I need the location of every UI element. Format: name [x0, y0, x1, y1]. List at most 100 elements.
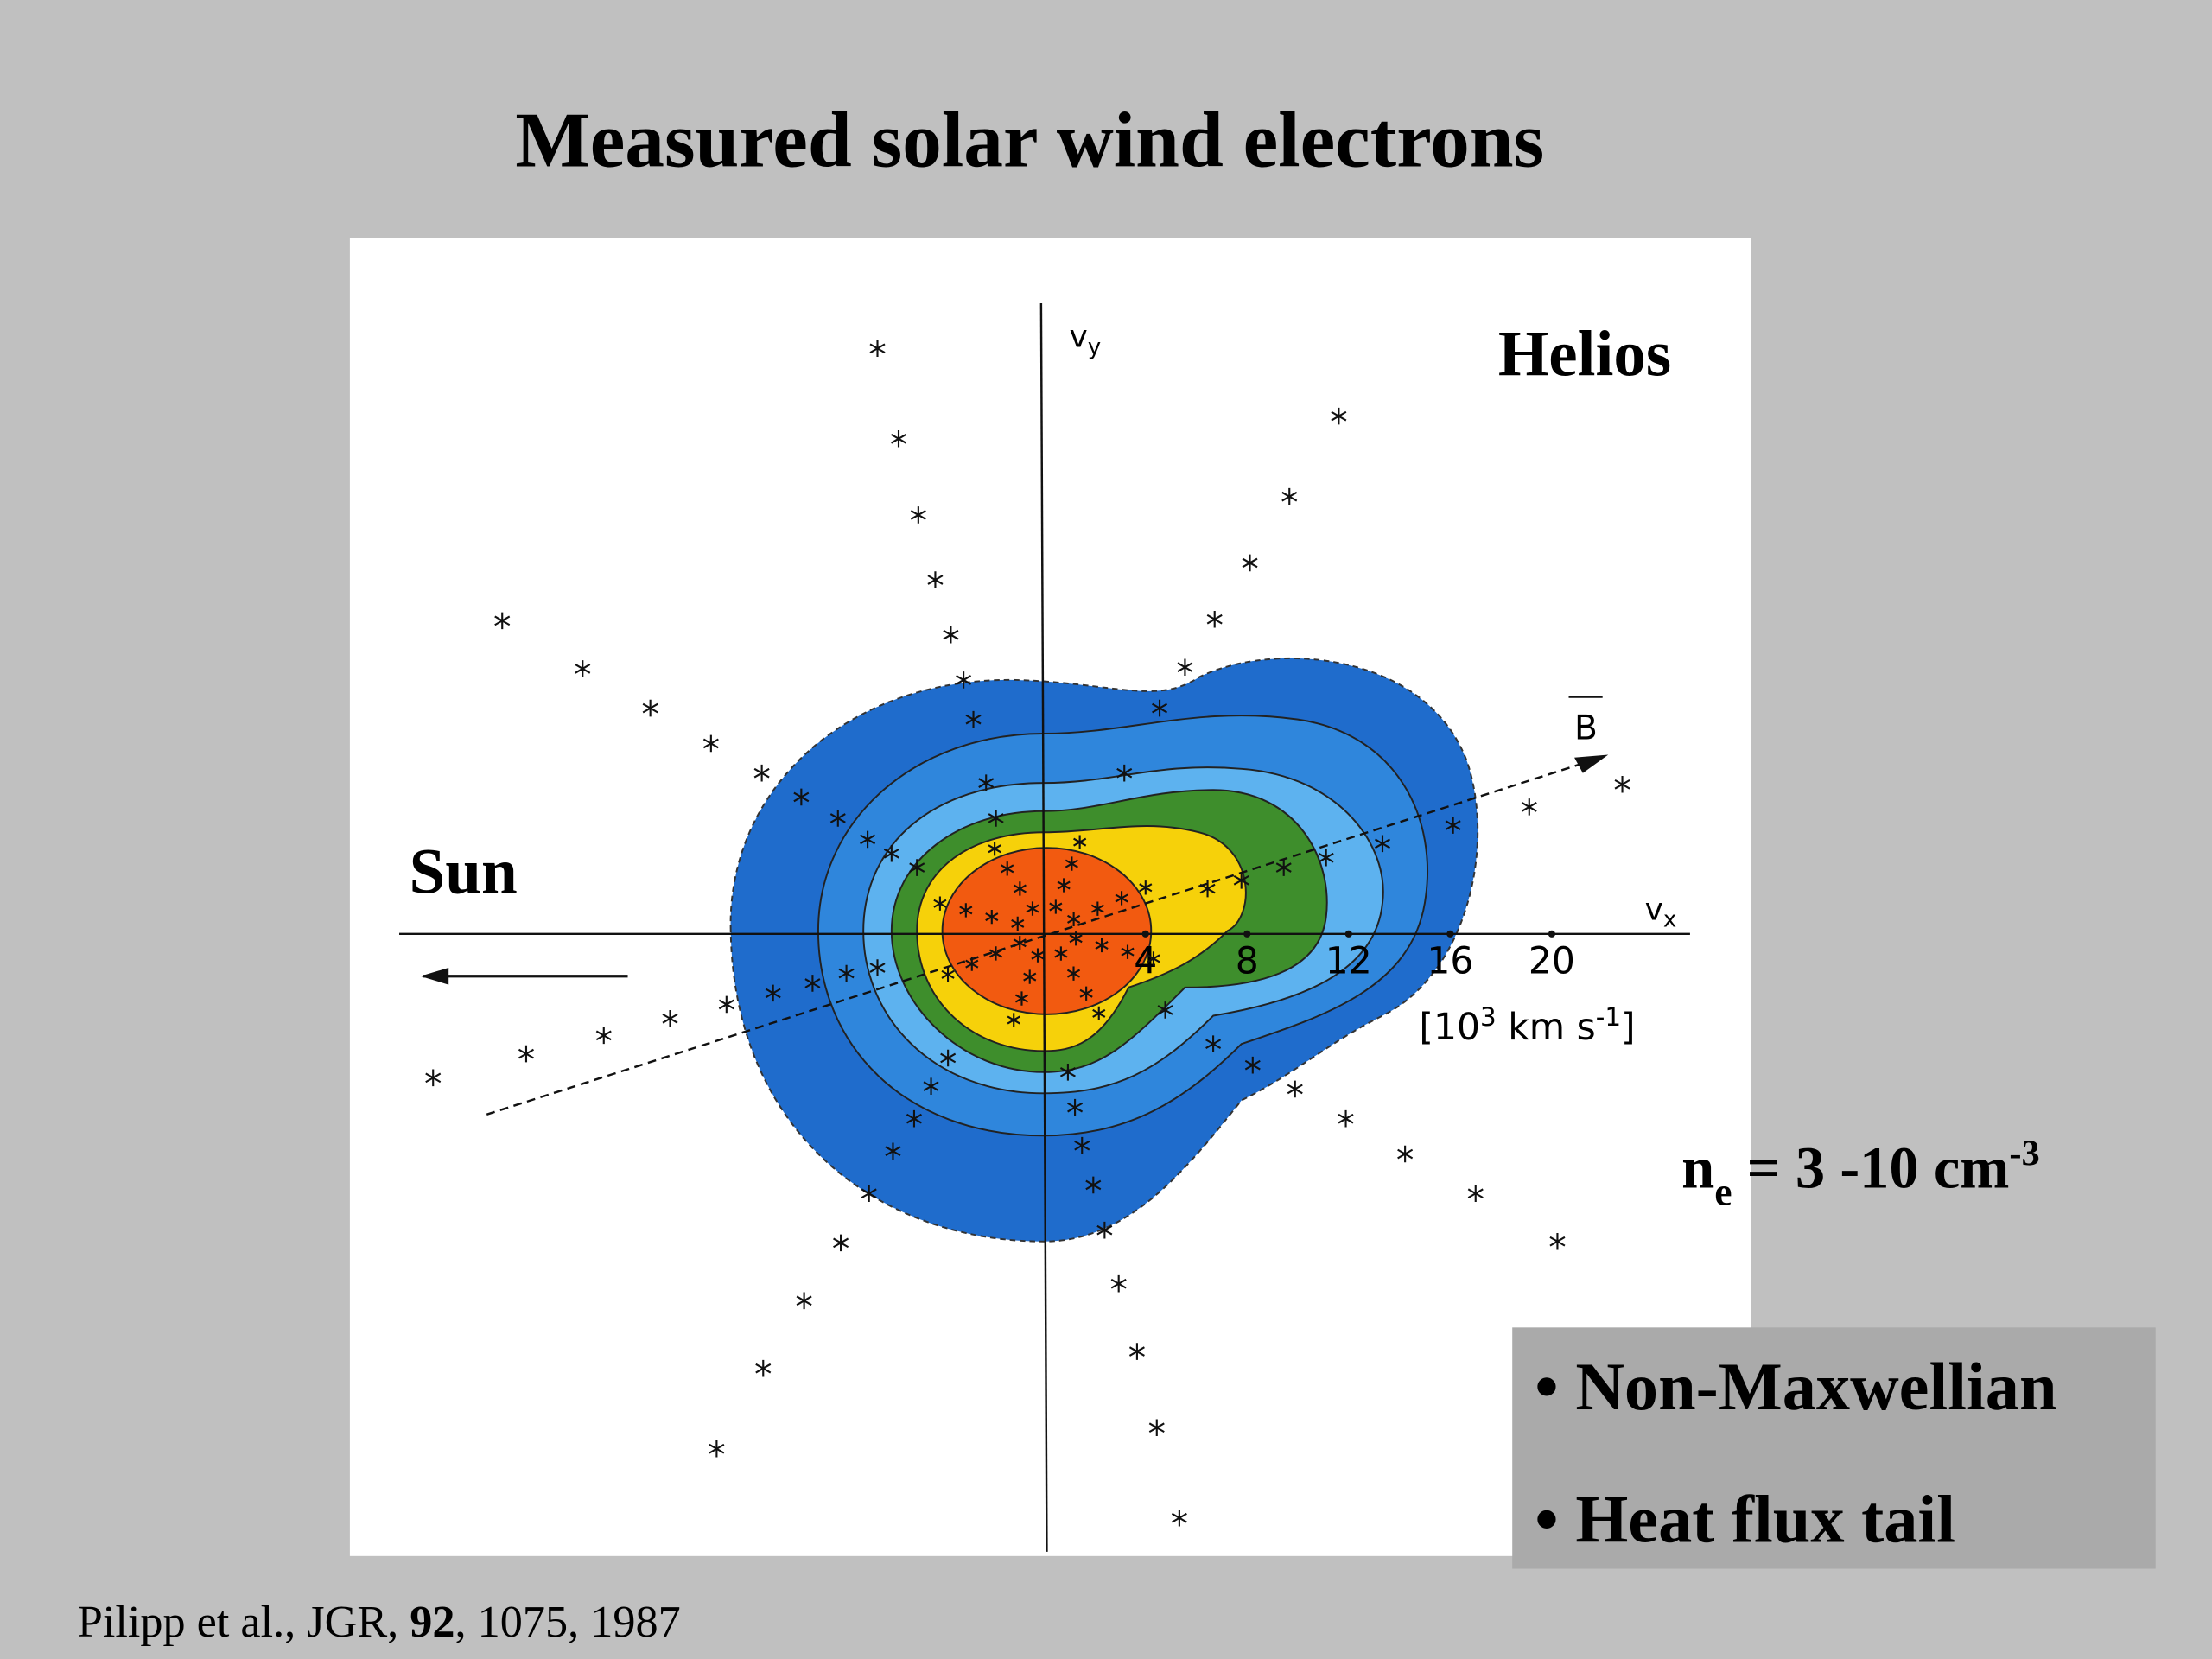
- asterisk: [1067, 912, 1081, 927]
- asterisk: [940, 1049, 957, 1067]
- asterisk: [425, 1069, 442, 1087]
- asterisk: [702, 734, 719, 753]
- asterisk: [796, 1292, 812, 1310]
- asterisk: [709, 1440, 725, 1458]
- asterisk-markers: [425, 340, 1630, 1527]
- asterisk: [838, 964, 855, 982]
- asterisk: [1177, 658, 1193, 677]
- density-sub: e: [1714, 1169, 1732, 1213]
- asterisk: [830, 810, 846, 827]
- asterisk: [1338, 1109, 1354, 1128]
- vx-base: v: [1645, 892, 1663, 927]
- asterisk: [860, 830, 876, 849]
- asterisk: [909, 859, 925, 876]
- asterisk: [1054, 946, 1068, 961]
- density-base: n: [1681, 1135, 1714, 1201]
- asterisk: [1031, 948, 1045, 963]
- asterisk: [965, 710, 982, 728]
- asterisk: [1007, 1013, 1020, 1027]
- density-label: ne = 3 -10 cm-3: [1681, 1134, 2040, 1214]
- asterisk: [1152, 699, 1168, 717]
- asterisk: [1023, 969, 1037, 984]
- asterisk: [959, 903, 973, 918]
- asterisk: [718, 995, 734, 1014]
- asterisk: [1147, 951, 1160, 966]
- asterisk: [1205, 1035, 1222, 1052]
- asterisk: [956, 671, 972, 689]
- asterisk: [1026, 901, 1039, 916]
- asterisk: [1116, 764, 1133, 782]
- vx-label: vx: [1645, 892, 1677, 932]
- units-close: ]: [1621, 1007, 1636, 1049]
- asterisk: [941, 967, 955, 982]
- asterisk: [1059, 1064, 1076, 1081]
- asterisk: [988, 842, 1001, 856]
- asterisk: [1287, 1080, 1303, 1098]
- vy-sub: y: [1088, 334, 1101, 360]
- asterisk: [1171, 1509, 1187, 1527]
- b-field-line: [486, 756, 1602, 1116]
- asterisk: [642, 699, 658, 717]
- asterisk: [765, 984, 781, 1002]
- units-open: [10: [1419, 1007, 1480, 1049]
- x-tick-label: 16: [1427, 941, 1473, 983]
- density-text: = 3 -10 cm: [1732, 1135, 2010, 1201]
- b-arrowhead: [1574, 754, 1609, 773]
- asterisk: [923, 1077, 939, 1095]
- asterisk: [804, 975, 821, 992]
- citation-authors: Pilipp et al., JGR,: [78, 1597, 410, 1647]
- asterisk: [1090, 901, 1104, 916]
- asterisk: [1157, 1001, 1173, 1019]
- asterisk: [793, 788, 810, 806]
- asterisk: [1110, 1274, 1127, 1293]
- asterisk: [1073, 835, 1087, 849]
- sun-label: Sun: [409, 836, 517, 907]
- instrument-label: Helios: [1498, 318, 1671, 390]
- asterisk: [988, 946, 1003, 961]
- asterisk: [662, 1009, 678, 1027]
- asterisk: [1281, 487, 1298, 505]
- asterisk: [861, 1185, 877, 1203]
- asterisk: [1467, 1185, 1484, 1203]
- x-tick-label: 20: [1529, 941, 1575, 983]
- asterisk: [883, 844, 899, 862]
- units-sup1: 3: [1480, 1002, 1497, 1032]
- tick-dot: [1141, 930, 1149, 938]
- asterisk: [1092, 1006, 1106, 1021]
- asterisk: [518, 1045, 534, 1063]
- asterisk: [1374, 835, 1391, 853]
- asterisk: [1397, 1145, 1414, 1163]
- asterisk: [933, 896, 947, 911]
- asterisk: [1242, 554, 1258, 572]
- asterisk: [1013, 936, 1027, 950]
- asterisk: [1095, 938, 1109, 953]
- citation-volume: 92: [410, 1597, 454, 1647]
- sun-arrowhead: [420, 968, 449, 985]
- asterisk: [1445, 817, 1461, 834]
- asterisk: [1275, 859, 1292, 876]
- asterisk: [1233, 871, 1249, 889]
- asterisk: [1049, 899, 1063, 914]
- asterisk: [1206, 610, 1223, 628]
- asterisk: [910, 506, 926, 524]
- asterisk: [906, 1109, 922, 1128]
- asterisk: [494, 612, 511, 630]
- asterisk: [1096, 1221, 1113, 1239]
- asterisk: [1011, 916, 1025, 931]
- asterisk: [927, 571, 944, 588]
- contour-core: [941, 847, 1153, 1015]
- asterisk: [1148, 1419, 1165, 1437]
- bullet: • Non-Maxwellian: [1535, 1349, 2056, 1424]
- asterisk: [1014, 991, 1029, 1006]
- tick-dot: [1548, 930, 1555, 938]
- asterisk: [985, 909, 999, 925]
- asterisk: [1069, 931, 1083, 946]
- asterisk: [1121, 944, 1135, 959]
- asterisk: [1549, 1232, 1566, 1250]
- density-sup: -3: [2009, 1134, 2039, 1174]
- x-tick-label: 8: [1236, 941, 1259, 983]
- asterisk: [943, 626, 959, 644]
- asterisk: [1318, 849, 1334, 867]
